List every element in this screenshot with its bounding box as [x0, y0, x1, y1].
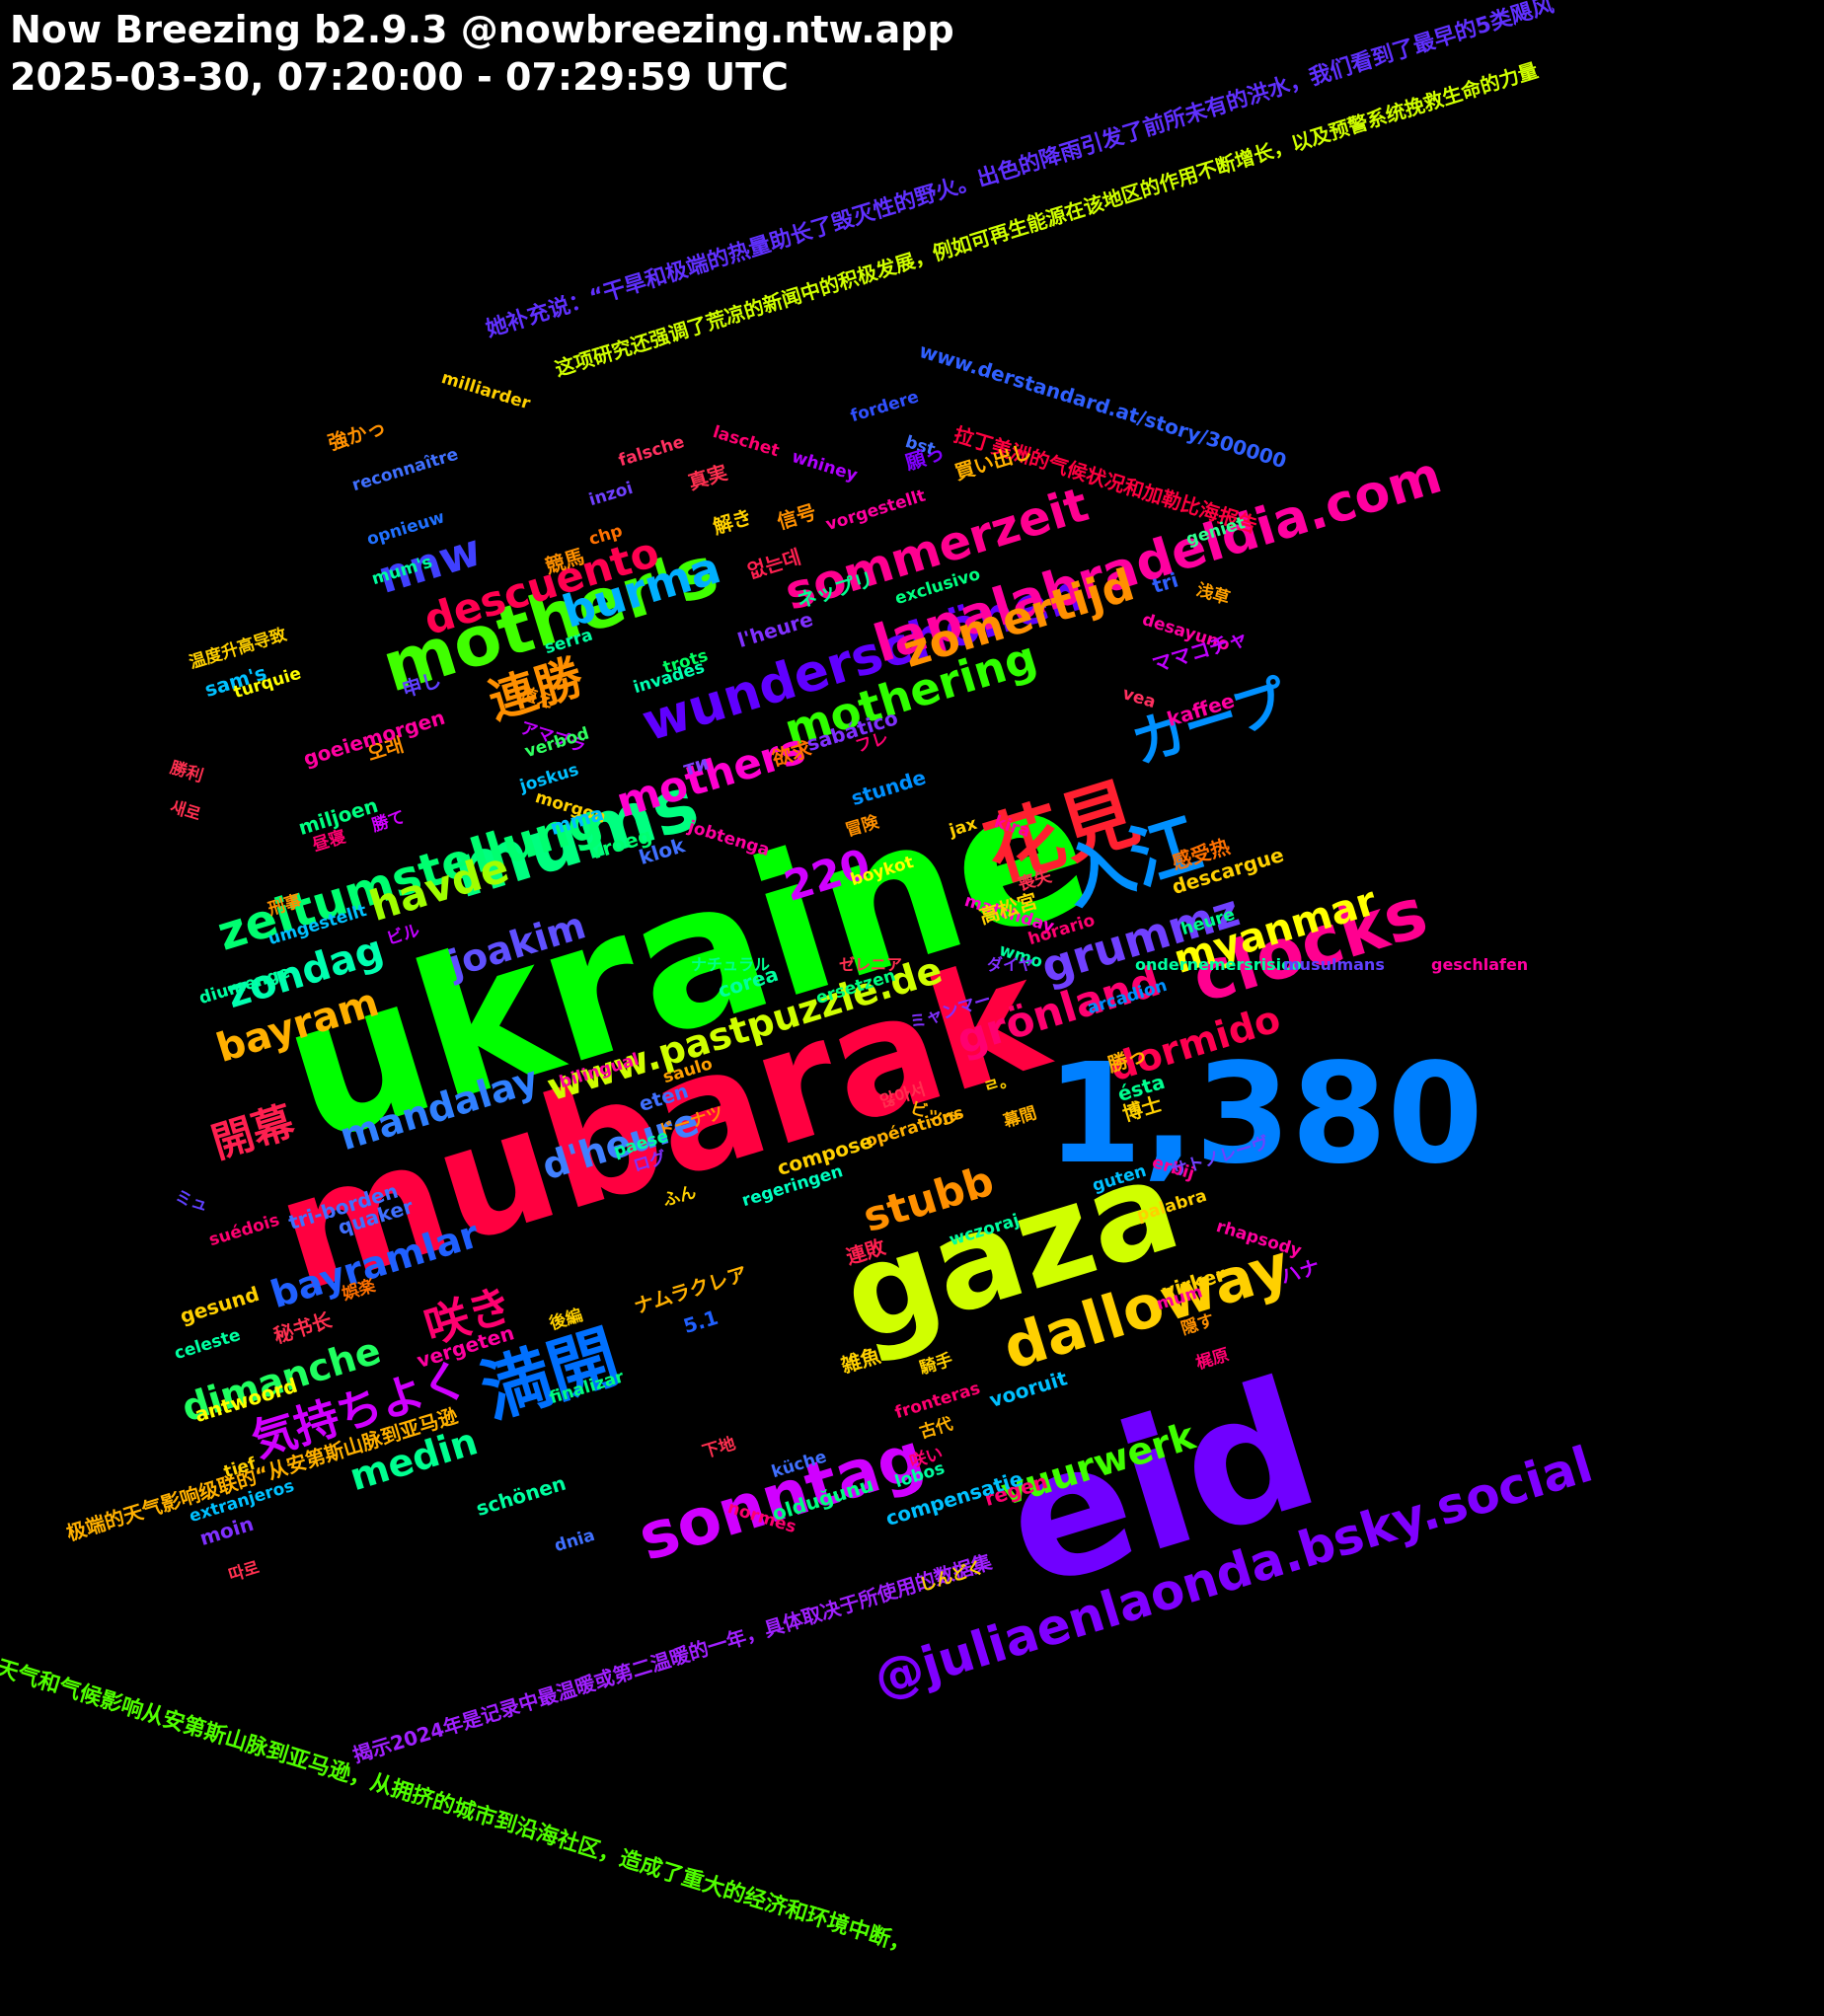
cloud-word: fronteras [892, 1379, 983, 1424]
cloud-word: vea [1119, 684, 1159, 713]
cloud-word: 天气和气候影响从安第斯山脉到亚马逊，从拥挤的城市到沿海社区，造成了重大的经济和环… [0, 1656, 915, 1960]
cloud-word: milliarder [438, 368, 533, 414]
cloud-word: ダイヤ [987, 955, 1034, 974]
cloud-word: ナチュラル [691, 955, 771, 974]
cloud-word: sonntag [630, 1419, 933, 1576]
cloud-word: l'heure [734, 607, 816, 653]
cloud-word: 这项研究还强调了荒凉的新闻中的积极发展，例如可再生能源在该地区的作用不断增长，以… [552, 58, 1541, 382]
cloud-word: 勝利 [167, 758, 206, 787]
cloud-word: suédois [206, 1210, 282, 1251]
cloud-word: 信号 [774, 499, 819, 535]
cloud-word: 解き [710, 504, 755, 540]
cloud-word: reconnaître [349, 444, 461, 496]
cloud-word: 1,380 [1046, 1034, 1483, 1195]
cloud-word: whiney [789, 447, 860, 486]
cloud-word: ナムラクレア [631, 1261, 750, 1319]
cloud-word: 她补充说：“干旱和极端的热量助长了毁灭性的野火。出色的降雨引发了前所未有的洪水，… [483, 0, 1558, 342]
cloud-word: 새로 [167, 797, 203, 826]
cloud-word: musulmans [1283, 955, 1385, 974]
cloud-word: 따로 [226, 1557, 263, 1587]
cloud-word: celeste [172, 1324, 244, 1365]
cloud-word: 温度升高导致 [187, 625, 289, 674]
cloud-word: カープ [1123, 668, 1295, 777]
header-timerange: 2025-03-30, 07:20:00 - 07:29:59 UTC [10, 55, 789, 99]
cloud-word: falsche [616, 432, 687, 472]
cloud-word: inzoi [586, 478, 636, 511]
cloud-word: laschet [710, 422, 782, 462]
cloud-word: 強かっ [325, 414, 389, 456]
cloud-word: 古代 [917, 1414, 955, 1444]
cloud-word: mothers [610, 723, 811, 828]
cloud-word: tri [1149, 567, 1181, 599]
cloud-word: fordere [848, 387, 922, 427]
cloud-word: 真実 [685, 460, 730, 495]
cloud-word: ゼレニア [839, 955, 903, 974]
cloud-word: 5.1 [680, 1305, 722, 1339]
cloud-word: geschlafen [1431, 955, 1529, 974]
cloud-word: schönen [473, 1470, 570, 1522]
header-title: Now Breezing b2.9.3 @nowbreezing.ntw.app [10, 8, 954, 51]
cloud-word: 騎手 [917, 1350, 955, 1380]
cloud-word: gesund [177, 1281, 263, 1329]
cloud-word: 浅草 [1193, 580, 1233, 610]
cloud-word: ミュ [172, 1187, 211, 1217]
cloud-word: 雑魚 [838, 1343, 883, 1379]
cloud-word: 下地 [700, 1434, 738, 1463]
cloud-word: dnia [552, 1525, 598, 1557]
cloud-word: ondernemersrisico [1135, 955, 1302, 974]
